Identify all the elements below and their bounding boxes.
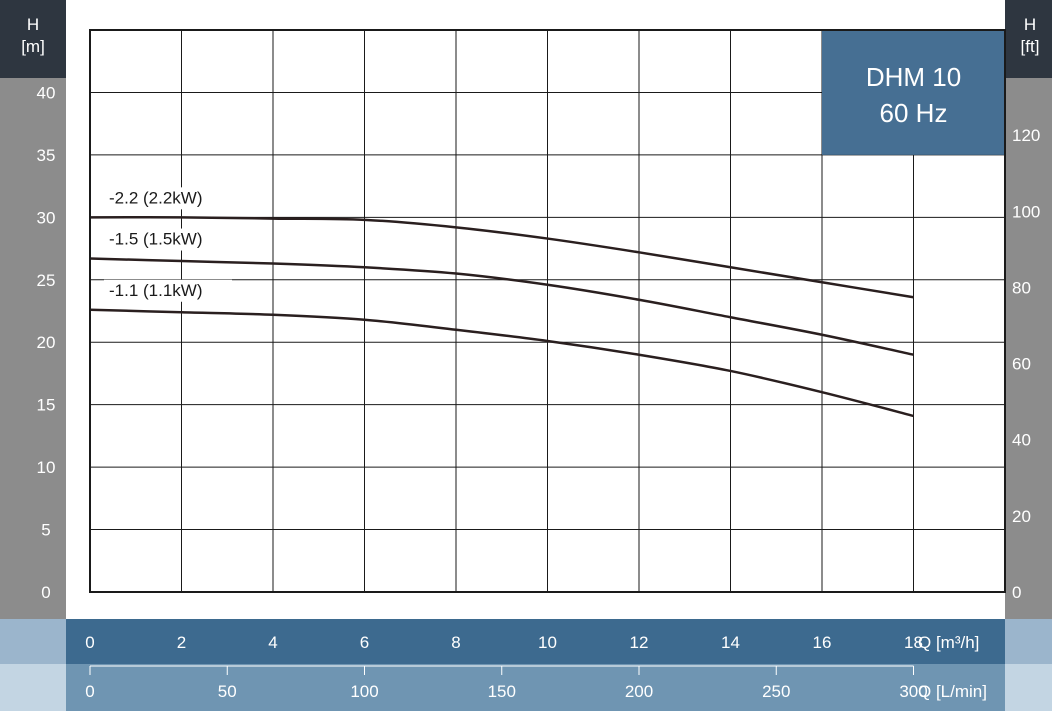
primary-x-band: [0, 619, 1052, 664]
right-axis-tick-label: 40: [1012, 431, 1031, 450]
x-axis-tick-label: 0: [85, 633, 94, 652]
series-label-background-3: [104, 279, 232, 302]
series-line-3: [89, 308, 914, 418]
series-line-2: [89, 257, 914, 356]
secondary-x-axis-tick-label: 50: [218, 682, 237, 701]
left-axis-label-top: H: [27, 15, 39, 34]
right-axis-band: [1005, 0, 1052, 619]
left-axis-tick-label: 0: [41, 583, 50, 602]
right-axis-header: [1005, 0, 1052, 78]
left-axis-tick-label: 25: [37, 271, 56, 290]
plot-frame: [89, 29, 1006, 593]
chart-title: DHM 10: [866, 62, 961, 92]
left-axis-header: [0, 0, 66, 78]
right-axis-label-top: H: [1024, 15, 1036, 34]
series-label-2: -1.5 (1.5kW): [109, 230, 203, 249]
left-axis-tick-label: 10: [37, 458, 56, 477]
x-axis-tick-label: 10: [538, 633, 557, 652]
x-axis-tick-label: 2: [177, 633, 186, 652]
secondary-x-axis-tick-label: 300: [899, 682, 927, 701]
right-axis-tick-label: 80: [1012, 278, 1031, 297]
left-axis-label-bottom: [m]: [21, 37, 45, 56]
secondary-x-axis-tick-label: 100: [350, 682, 378, 701]
left-axis-tick-label: 15: [37, 396, 56, 415]
chart-subtitle: 60 Hz: [880, 98, 948, 128]
x-axis-tick-label: 12: [630, 633, 649, 652]
primary-x-band-left-cap: [0, 619, 66, 664]
secondary-x-axis-tick-label: 150: [488, 682, 516, 701]
right-axis-tick-label: 120: [1012, 126, 1040, 145]
series-label-1: -2.2 (2.2kW): [109, 188, 203, 207]
primary-x-unit-label: Q [m³/h]: [918, 633, 979, 652]
right-axis-tick-label: 20: [1012, 507, 1031, 526]
left-axis-tick-label: 30: [37, 208, 56, 227]
x-axis-tick-label: 8: [451, 633, 460, 652]
series-label-3: -1.1 (1.1kW): [109, 281, 203, 300]
x-axis-tick-label: 16: [813, 633, 832, 652]
left-axis-band: [0, 0, 66, 619]
left-axis-tick-label: 20: [37, 333, 56, 352]
x-axis-tick-label: 18: [904, 633, 923, 652]
right-axis-tick-label: 100: [1012, 202, 1040, 221]
right-axis-label-bottom: [ft]: [1021, 37, 1040, 56]
secondary-x-axis-tick-label: 250: [762, 682, 790, 701]
secondary-x-band-right-cap: [1005, 664, 1052, 711]
secondary-x-band-left-cap: [0, 664, 66, 711]
secondary-x-band: [0, 664, 1052, 711]
left-axis-tick-label: 40: [37, 83, 56, 102]
curves: -2.2 (2.2kW) -1.5 (1.5kW) -1.1 (1.1kW): [89, 187, 914, 418]
series-label-background-2: [104, 228, 232, 251]
primary-x-band-right-cap: [1005, 619, 1052, 664]
series-label-background-1: [104, 187, 232, 210]
left-axis-tick-label: 35: [37, 146, 56, 165]
right-axis-tick-label: 60: [1012, 355, 1031, 374]
secondary-x-unit-label: Q [L/min]: [918, 682, 987, 701]
x-axis-tick-label: 14: [721, 633, 740, 652]
secondary-x-axis-tick-label: 200: [625, 682, 653, 701]
right-axis-tick-label: 0: [1012, 583, 1021, 602]
x-axis-tick-label: 4: [268, 633, 277, 652]
title-badge: [822, 30, 1005, 155]
x-axis-tick-label: 6: [360, 633, 369, 652]
secondary-x-axis-tick-label: 0: [85, 682, 94, 701]
left-axis-tick-label: 5: [41, 521, 50, 540]
series-line-1: [89, 215, 914, 299]
